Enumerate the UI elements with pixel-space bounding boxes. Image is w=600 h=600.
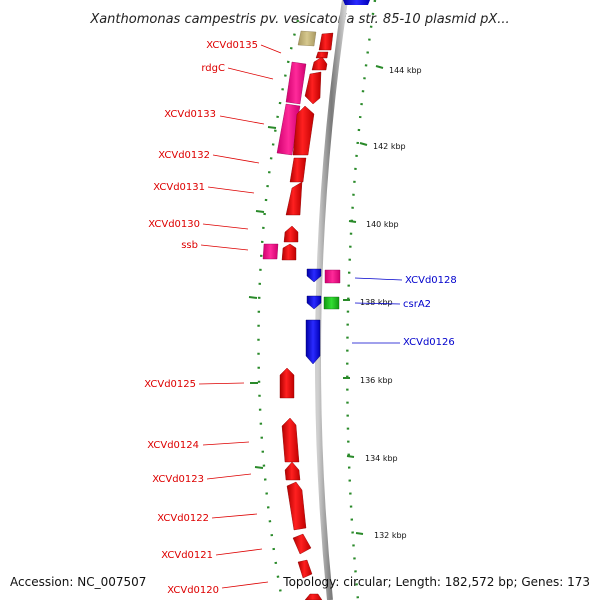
reverse-cds-top [343,0,370,5]
cds-arrow [304,593,323,600]
leader-line [206,473,252,480]
tick-mark [375,65,384,69]
leader-line [200,244,249,251]
ruler-label-138: 138 kbp [360,298,393,307]
gene-label-xcvd0128: XCVd0128 [405,275,457,286]
magenta-feature [276,103,301,156]
cds-arrow [284,461,301,481]
genome-summary-text: Topology: circular; Length: 182,572 bp; … [282,575,590,589]
green-feature [323,296,340,310]
forward-labels: XCVd0135 rdgC XCVd0133 XCVd0132 XCVd0131… [144,40,282,596]
leader-line [354,302,401,305]
ruler-label-142: 142 kbp [373,142,406,151]
gene-label-xcvd0130: XCVd0130 [148,219,200,230]
reverse-features [305,268,341,365]
ruler-label-134: 134 kbp [365,454,398,463]
leader-line [354,277,403,281]
ruler-label-136: 136 kbp [360,376,393,385]
map-title: Xanthomonas campestris pv. vesicatoria s… [89,12,509,27]
gene-label-xcvd0135: XCVd0135 [206,40,258,51]
gene-label-xcvd0123: XCVd0123 [152,474,204,485]
tick-mark [355,532,364,535]
gene-label-ssb: ssb [181,240,198,251]
cds-arrow [289,157,307,183]
tick-mark [346,455,355,458]
leader-line [219,115,265,125]
cds-arrow [311,56,328,71]
gene-label-xcvd0120: XCVd0120 [167,585,219,596]
cds-arrow [292,105,315,156]
gene-label-xcvd0121: XCVd0121 [161,550,213,561]
magenta-feature [285,61,307,105]
leader-line [202,441,250,446]
gene-label-xcvd0132: XCVd0132 [158,150,210,161]
cds-arrow-reverse [306,268,322,283]
leader-line [221,581,269,589]
tick-mark [254,466,264,469]
leader-line [207,186,255,194]
cds-arrow [283,225,299,243]
tick-mark [255,210,265,213]
leader-line [211,513,258,519]
cds-arrow-reverse [306,295,322,310]
cds-arrow [281,243,297,261]
cds-arrow [292,533,312,555]
tick-mark [267,126,277,129]
tick-mark [248,296,258,299]
cds-arrow [304,71,322,105]
ruler-label-144: 144 kbp [389,66,422,75]
magenta-feature [262,243,279,260]
ruler-label-140: 140 kbp [366,220,399,229]
leader-line [215,548,263,556]
magenta-feature [324,269,341,284]
accession-text: Accession: NC_007507 [10,575,146,589]
cds-arrow-reverse [305,319,321,365]
inner-ring-ticks [248,126,277,469]
gene-label-xcvd0125: XCVd0125 [144,379,196,390]
cds-arrow [318,32,334,51]
olive-feature [297,30,317,47]
leader-line [202,223,249,230]
cds-arrow [285,181,303,216]
cds-arrow [279,367,295,399]
gene-label-xcvd0126: XCVd0126 [403,337,455,348]
gene-label-rdgc: rdgC [201,63,225,74]
leader-line [212,154,260,164]
ruler-ticks: 144 kbp 142 kbp 140 kbp 138 kbp 136 kbp … [343,65,422,540]
gene-label-xcvd0124: XCVd0124 [147,440,199,451]
reverse-labels: XCVd0128 csrA2 XCVd0126 [352,275,457,348]
leader-line [198,382,245,385]
gene-label-xcvd0131: XCVd0131 [153,182,205,193]
forward-features [262,30,334,600]
cds-arrow [297,559,313,579]
leader-line [260,44,282,54]
cds-arrow [281,417,300,463]
gene-label-csra2: csrA2 [403,299,431,310]
tick-mark [359,142,368,146]
leader-line [227,67,274,80]
cds-arrow [315,51,329,59]
gene-label-xcvd0122: XCVd0122 [157,513,209,524]
ruler-label-132: 132 kbp [374,531,407,540]
gene-label-xcvd0133: XCVd0133 [164,109,216,120]
tick-mark [348,220,357,223]
cds-arrow [286,481,307,531]
